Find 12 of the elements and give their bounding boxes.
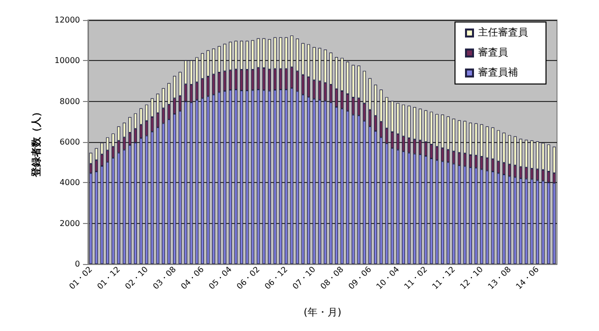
y-tick-label: 10000 xyxy=(54,56,80,66)
y-tick-label: 2000 xyxy=(60,218,80,228)
y-tick-label: 12000 xyxy=(54,16,80,24)
y-axis-title: 登録者数（人） xyxy=(30,107,42,178)
y-tick-label: 4000 xyxy=(60,178,80,188)
y-tick-label: 6000 xyxy=(60,138,80,146)
x-axis-title: (年・月) xyxy=(304,306,342,318)
legend-label: 審査員補 xyxy=(478,66,518,78)
y-tick-label: 0 xyxy=(74,260,80,268)
y-tick-label: 8000 xyxy=(60,96,80,106)
legend-label: 審査員 xyxy=(478,46,508,58)
legend-label: 主任審査員 xyxy=(478,26,528,38)
